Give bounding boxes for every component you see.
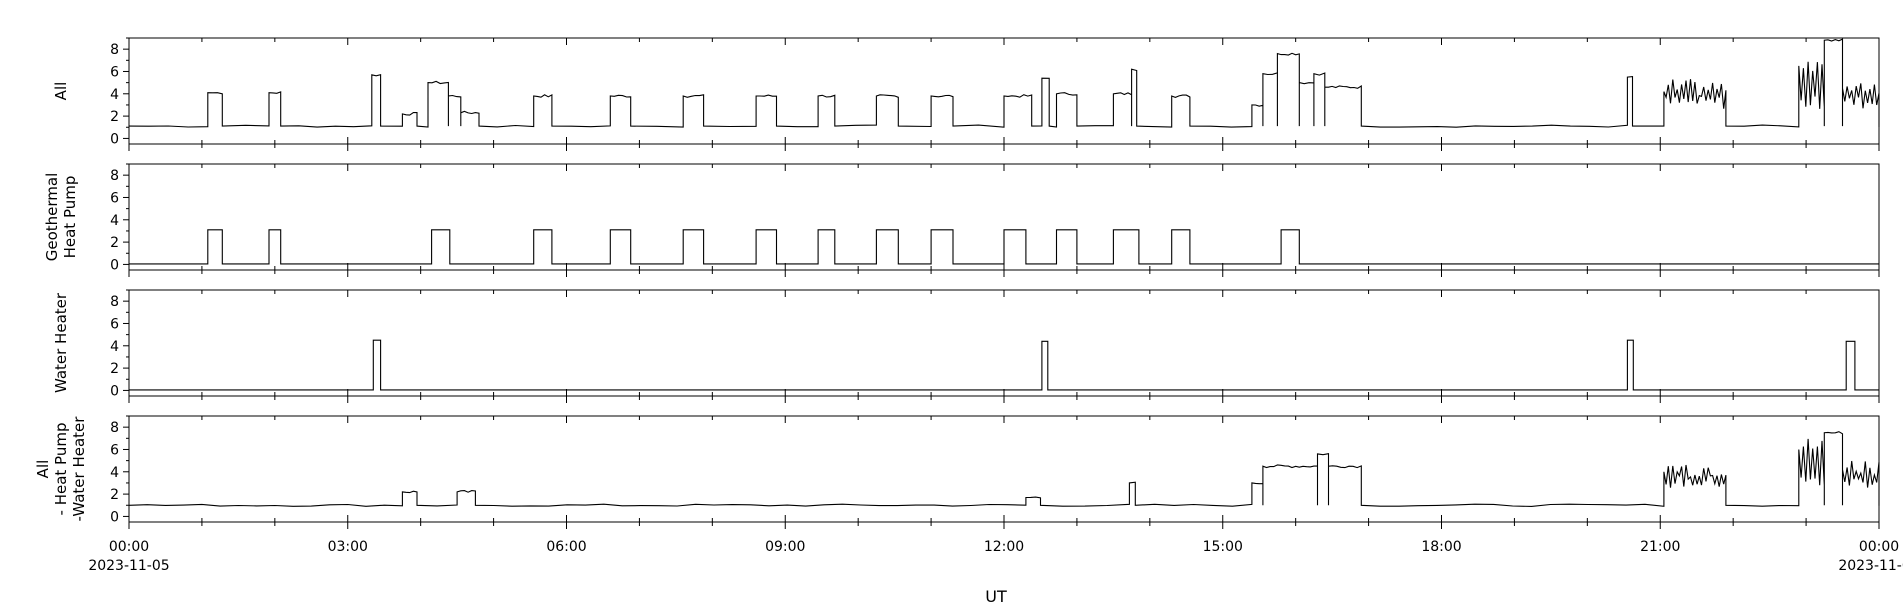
x-tick-label: 00:00 [109, 539, 149, 555]
y-tick-label: 8 [110, 168, 119, 184]
x-tick-label: 00:00 [1859, 539, 1899, 555]
y-tick-label: 4 [110, 339, 119, 355]
x-date-label: 2023-11-05 [88, 558, 169, 574]
y-tick-label: 0 [110, 131, 119, 147]
y-tick-label: 4 [110, 465, 119, 481]
y-tick-label: 0 [110, 257, 119, 273]
panel-4: 0 2 4 6 8 All - Heat Pump -Water Heater [34, 415, 1880, 529]
y-tick-label: 8 [110, 420, 119, 436]
series-line [129, 339, 1879, 391]
x-tick-label: 12:00 [984, 539, 1024, 555]
panel-1: 0 2 4 6 8 All [52, 37, 1880, 151]
y-tick-label: 8 [110, 42, 119, 58]
y-axis-title: Water Heater [52, 292, 70, 393]
series-line [129, 229, 1879, 265]
y-axis-title: - Heat Pump [52, 423, 70, 516]
y-tick-label: 4 [110, 87, 119, 103]
x-tick-label: 03:00 [328, 539, 368, 555]
y-axis-title: Heat Pump [61, 176, 79, 259]
x-tick-label: 21:00 [1640, 539, 1680, 555]
y-axis-title: -Water Heater [70, 416, 88, 522]
x-axis-title: UT [985, 587, 1007, 606]
y-tick-label: 2 [110, 235, 119, 251]
series-line [128, 38, 1880, 128]
x-tick-label: 06:00 [546, 539, 586, 555]
y-tick-label: 2 [110, 487, 119, 503]
y-axis-title: All [34, 460, 52, 479]
x-date-label: 2023-11-06 [1838, 558, 1903, 574]
x-tick-label: 15:00 [1203, 539, 1243, 555]
series-line [128, 431, 1880, 507]
y-tick-label: 6 [110, 442, 119, 458]
x-tick-label: 09:00 [765, 539, 805, 555]
panel-2: 0 2 4 6 8 Geothermal Heat Pump [43, 163, 1880, 277]
y-tick-label: 2 [110, 361, 119, 377]
y-axis-title: All [52, 82, 70, 101]
y-tick-label: 0 [110, 383, 119, 399]
panel-frame [128, 415, 1880, 523]
y-tick-label: 0 [110, 509, 119, 525]
y-tick-label: 6 [110, 316, 119, 332]
y-tick-label: 6 [110, 190, 119, 206]
panel-3: 0 2 4 6 8 Water Heater [52, 289, 1880, 403]
y-tick-label: 8 [110, 294, 119, 310]
y-tick-label: 6 [110, 64, 119, 80]
x-tick-label: 18:00 [1421, 539, 1461, 555]
y-tick-label: 4 [110, 213, 119, 229]
panel-frame [128, 37, 1880, 145]
y-tick-label: 2 [110, 109, 119, 125]
panel-frame [128, 289, 1880, 397]
y-axis-title: Geothermal [43, 173, 61, 262]
